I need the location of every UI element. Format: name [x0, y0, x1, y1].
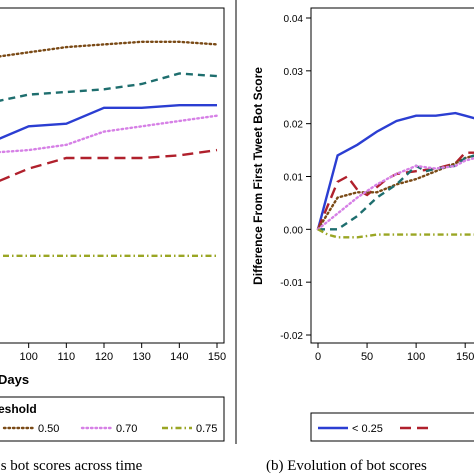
x-tick-label: 120	[95, 351, 113, 363]
x-tick-label: 100	[19, 351, 37, 363]
x-tick-label: 50	[361, 351, 373, 363]
right-plot-frame	[310, 7, 474, 344]
right-panel: -0.02 -0.01 0.00 0.01 0.02 0.03 0.04 0 50 100 150…	[251, 7, 474, 474]
legend-label: < 0.25	[352, 423, 383, 435]
y-tick-label: 0.01	[284, 173, 304, 184]
series-line-2	[0, 72, 218, 102]
left-legend-frame	[0, 396, 225, 442]
legend-label: 0.75	[196, 423, 217, 435]
x-tick-label: 140	[170, 351, 188, 363]
x-tick-label: 0	[315, 351, 321, 363]
right-plot-area	[316, 111, 474, 239]
series-line-3	[0, 103, 217, 140]
right-legend-frame	[310, 412, 474, 442]
y-tick-label: -0.02	[280, 331, 303, 342]
y-tick-label: 0.04	[284, 14, 304, 25]
x-tick-label: 150	[456, 351, 474, 363]
left-panel: 90100110120130140150 Days eshold 0.500.7…	[0, 7, 226, 474]
right-legend: < 0.25	[318, 423, 430, 435]
right-caption: (b) Evolution of bot scores	[266, 458, 427, 474]
x-tick-label: 150	[208, 351, 226, 363]
legend-label: 0.50	[38, 423, 59, 435]
series-line-6	[317, 228, 474, 239]
legend-label: 0.70	[116, 423, 137, 435]
series-line-5	[316, 157, 474, 231]
x-tick-label: 110	[58, 351, 76, 363]
left-plot-area	[0, 40, 219, 258]
series-line-2	[316, 151, 474, 230]
series-line-1	[316, 111, 474, 230]
left-x-ticks: 90100110120130140150	[19, 343, 226, 363]
series-line-5	[0, 148, 218, 182]
left-legend: 0.50 0.70 0.75	[2, 423, 217, 435]
y-tick-label: 0.02	[284, 120, 304, 131]
series-line-1	[0, 40, 219, 58]
left-caption: 's bot scores across time	[0, 458, 143, 474]
right-y-axis-label: Difference From First Tweet Bot Score	[251, 67, 265, 285]
y-tick-label: -0.01	[280, 278, 303, 289]
x-tick-label: 100	[407, 351, 425, 363]
series-line-4	[0, 114, 219, 154]
right-x-ticks: 0 50 100 150	[315, 343, 474, 363]
right-y-ticks: -0.02 -0.01 0.00 0.01 0.02 0.03 0.04	[280, 14, 311, 342]
left-legend-title: eshold	[0, 402, 37, 416]
y-tick-label: 0.00	[284, 225, 304, 236]
y-tick-label: 0.03	[284, 67, 304, 78]
left-x-axis-label: Days	[0, 372, 29, 387]
left-plot-frame	[0, 7, 225, 344]
x-tick-label: 130	[132, 351, 150, 363]
